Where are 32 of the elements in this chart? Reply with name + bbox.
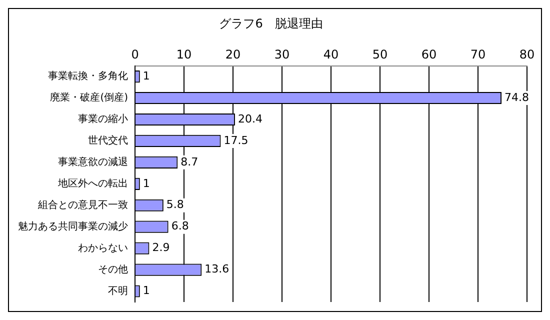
- data-label: 1: [142, 284, 150, 298]
- y-tick-label: 不明: [108, 286, 128, 297]
- x-tick-label: 20: [225, 48, 241, 62]
- chart-title: グラフ6 脱退理由: [219, 16, 323, 30]
- data-label: 6.8: [171, 220, 189, 233]
- x-tick-label: 80: [519, 48, 535, 62]
- x-tick-label: 40: [323, 48, 339, 62]
- data-label: 1: [142, 69, 150, 82]
- x-tick-label: 60: [421, 48, 437, 62]
- y-tick-label: 地区外への転出: [57, 177, 128, 190]
- x-tick-label: 50: [372, 48, 388, 62]
- y-tick-label: 世代交代: [88, 134, 128, 147]
- x-tick-label: 30: [274, 48, 290, 62]
- data-label: 74.8: [504, 90, 530, 104]
- data-label: 20.4: [238, 112, 262, 126]
- y-tick-label: 事業意欲の減退: [58, 156, 128, 168]
- y-tick-label: 組合との意見不一致: [37, 198, 128, 211]
- data-label: 1: [142, 176, 150, 190]
- x-tick-label: 10: [176, 48, 192, 62]
- x-tick-label: 70: [470, 48, 486, 62]
- y-tick-label: わからない: [78, 242, 128, 254]
- y-tick-label: その他: [98, 263, 128, 276]
- data-label: 2.9: [152, 241, 170, 254]
- y-tick-label: 廃業・破産(倒産): [50, 92, 128, 104]
- y-tick-label: 事業の縮小: [78, 113, 128, 126]
- data-label: 8.7: [180, 155, 198, 168]
- data-label: 5.8: [166, 198, 184, 212]
- x-tick-label: 0: [131, 48, 139, 62]
- y-tick-label: 魅力ある共同事業の減少: [18, 220, 128, 232]
- data-label: 13.6: [204, 262, 230, 276]
- y-tick-label: 事業転換・多角化: [48, 70, 128, 82]
- data-label: 17.5: [224, 134, 248, 147]
